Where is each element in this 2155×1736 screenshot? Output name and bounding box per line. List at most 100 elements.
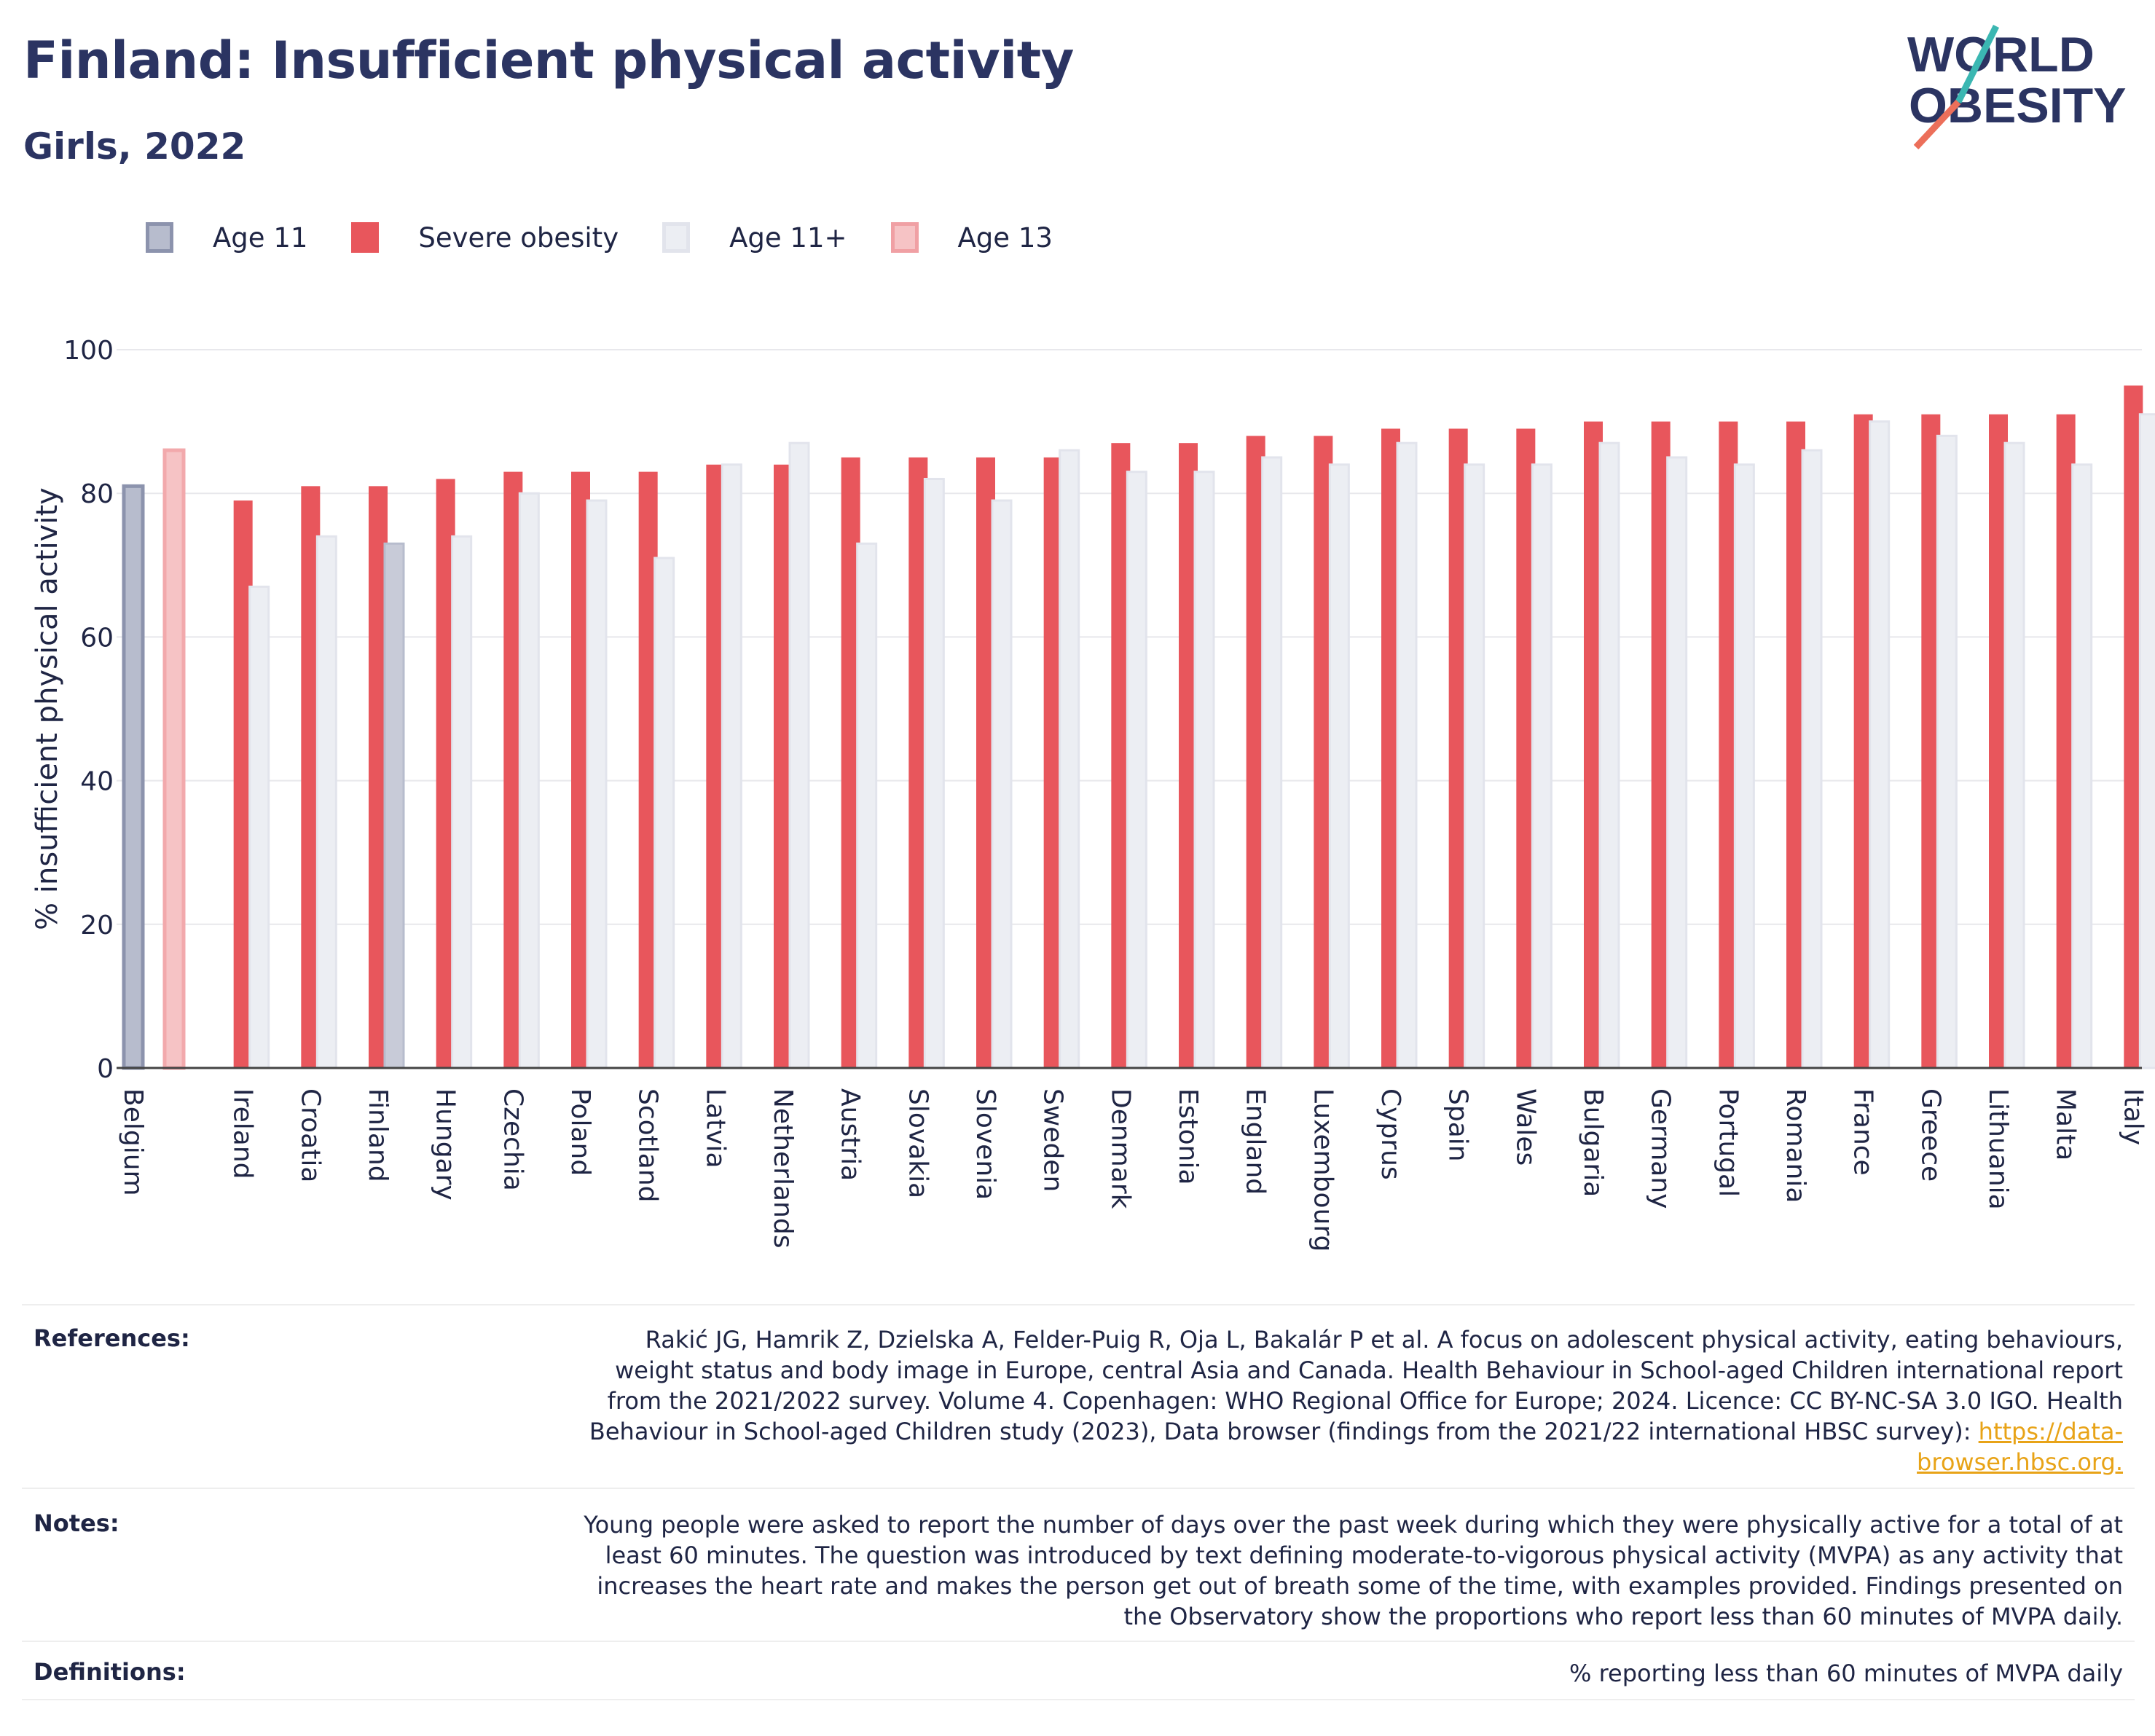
legend-swatch-age-13	[890, 222, 919, 253]
x-tick-label: Latvia	[700, 1088, 730, 1169]
page-title: Finland: Insufficient physical activity	[23, 31, 1074, 90]
bar-age11plus-luxembourg	[1328, 463, 1350, 1069]
bar-age11plus-france	[1869, 420, 1891, 1069]
notes-label: Notes:	[34, 1509, 119, 1537]
bar-age11plus-finland	[383, 542, 405, 1069]
bar-age11plus-netherlands	[788, 441, 810, 1069]
x-tick-label: Hungary	[431, 1088, 460, 1201]
bar-age11plus-romania	[1801, 449, 1823, 1069]
notes-section: Notes: Young people were asked to report…	[22, 1488, 2135, 1641]
references-body: Rakić JG, Hamrik Z, Dzielska A, Felder-P…	[571, 1324, 2123, 1477]
legend-swatch-age-11-plus	[662, 222, 691, 253]
bar-age11plus-hungary	[451, 535, 473, 1069]
x-tick-label: Wales	[1510, 1088, 1540, 1166]
x-tick-label: Ireland	[228, 1088, 258, 1179]
notes-text: Young people were asked to report the nu…	[584, 1511, 2123, 1630]
x-tick-label: Lithuania	[1983, 1088, 2013, 1210]
bar-age11plus-malta	[2071, 463, 2093, 1069]
definitions-text: % reporting less than 60 minutes of MVPA…	[1569, 1660, 2123, 1687]
x-tick-label: Estonia	[1173, 1088, 1203, 1185]
references-link[interactable]: https://data-browser.hbsc.org.	[1917, 1418, 2123, 1476]
bar-age11plus-slovenia	[991, 499, 1013, 1069]
logo-slash-coral	[1913, 99, 1961, 150]
y-axis-label: % insufficient physical activity	[31, 487, 64, 930]
references-label: References:	[34, 1324, 190, 1352]
bar-age11plus-croatia	[315, 535, 337, 1069]
x-tick-label: Bulgaria	[1578, 1088, 1608, 1197]
bar-age11plus-england	[1261, 456, 1283, 1069]
y-tick-label: 100	[63, 336, 114, 366]
references-text: Rakić JG, Hamrik Z, Dzielska A, Felder-P…	[589, 1326, 2123, 1445]
legend-swatch-age-11	[146, 222, 173, 253]
references-section: References: Rakić JG, Hamrik Z, Dzielska…	[22, 1304, 2135, 1488]
y-tick-label: 20	[80, 911, 114, 940]
definitions-section: Definitions: % reporting less than 60 mi…	[22, 1641, 2135, 1700]
legend-item-age-11-plus[interactable]: Age 11+	[662, 222, 847, 254]
bar-age11plus-denmark	[1126, 471, 1147, 1069]
bar-age11plus-czechia	[518, 492, 540, 1069]
x-tick-label: Italy	[2118, 1088, 2148, 1145]
x-tick-label: Netherlands	[768, 1088, 798, 1248]
legend-item-severe-obesity[interactable]: Severe obesity	[351, 222, 619, 254]
legend-item-age-13[interactable]: Age 13	[890, 221, 1053, 254]
x-tick-label: Cyprus	[1375, 1088, 1405, 1180]
definitions-label: Definitions:	[34, 1658, 186, 1686]
x-tick-label: Slovenia	[970, 1088, 1000, 1200]
bar-age11plus-lithuania	[2003, 441, 2025, 1069]
x-tick-label: Denmark	[1105, 1088, 1135, 1209]
legend-swatch-severe-obesity	[351, 222, 380, 253]
bar-age11plus-latvia	[721, 463, 742, 1069]
x-tick-label: Belgium	[118, 1088, 148, 1196]
bar-age11plus-italy	[2138, 413, 2155, 1069]
page-subtitle: Girls, 2022	[23, 125, 246, 168]
x-tick-label: Greece	[1915, 1088, 1945, 1182]
y-tick-label: 60	[80, 623, 114, 653]
legend-label-severe-obesity: Severe obesity	[418, 221, 619, 254]
bar-age11plus-wales	[1531, 463, 1553, 1069]
bar-age11-belgium	[122, 484, 145, 1070]
x-tick-label: Czechia	[498, 1088, 527, 1191]
x-tick-label: Croatia	[295, 1088, 325, 1182]
bar-age11plus-cyprus	[1396, 441, 1418, 1069]
legend-item-age-11[interactable]: Age 11	[146, 222, 307, 254]
bar-age11plus-bulgaria	[1598, 441, 1620, 1069]
x-tick-label: Scotland	[633, 1088, 663, 1203]
world-obesity-logo[interactable]: WORLD OBESITY	[1894, 22, 2142, 153]
logo-slash-teal	[1955, 24, 2000, 104]
x-tick-label: Spain	[1443, 1088, 1473, 1162]
x-tick-label: Slovakia	[903, 1088, 933, 1198]
x-tick-label: France	[1848, 1088, 1878, 1176]
bar-age11plus-sweden	[1059, 449, 1080, 1069]
bar-age11plus-spain	[1464, 463, 1485, 1069]
bar-age11plus-scotland	[653, 557, 675, 1069]
legend-label-age-11: Age 11	[213, 221, 308, 254]
x-tick-label: Finland	[363, 1088, 393, 1182]
legend-label-age-11-plus: Age 11+	[729, 221, 847, 254]
bar-age11plus-poland	[586, 499, 608, 1069]
x-tick-label: Poland	[565, 1088, 595, 1176]
bar-age11plus-portugal	[1733, 463, 1755, 1069]
bar-age11plus-greece	[1936, 434, 1958, 1069]
bar-age11plus-austria	[856, 542, 878, 1069]
logo-line1: WORLD	[1907, 27, 2095, 82]
x-tick-label: Germany	[1646, 1088, 1676, 1209]
y-tick-label: 0	[97, 1054, 114, 1084]
logo-line2: OBESITY	[1909, 78, 2127, 133]
bar-age13-belgium	[162, 448, 186, 1070]
y-tick-label: 40	[80, 767, 114, 797]
chart-legend: Age 11 Severe obesity Age 11+ Age 13	[146, 216, 1096, 259]
x-tick-label: Portugal	[1713, 1088, 1743, 1197]
x-tick-label: Luxembourg	[1308, 1088, 1338, 1252]
x-tick-label: Sweden	[1038, 1088, 1068, 1192]
bar-chart: 0 20 40 60 80 100 % insufficient physical acti…	[31, 336, 2155, 1252]
x-tick-label: Austria	[836, 1088, 865, 1181]
x-tick-label: England	[1241, 1088, 1271, 1195]
x-tick-label: Malta	[2051, 1088, 2081, 1160]
legend-label-age-13: Age 13	[957, 221, 1053, 254]
bar-age11plus-germany	[1666, 456, 1688, 1069]
bar-age11plus-ireland	[248, 585, 270, 1069]
bar-age11plus-estonia	[1193, 471, 1215, 1069]
x-tick-label: Romania	[1781, 1088, 1810, 1203]
y-tick-label: 80	[80, 479, 114, 509]
bar-age11plus-slovakia	[923, 477, 945, 1069]
